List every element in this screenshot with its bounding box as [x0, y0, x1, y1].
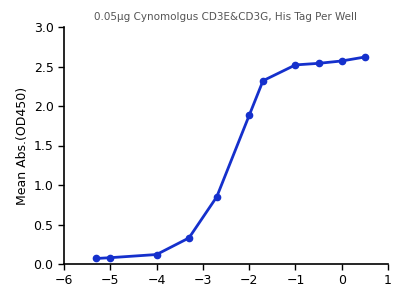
Y-axis label: Mean Abs.(OD450): Mean Abs.(OD450) [16, 86, 30, 205]
Title: 0.05μg Cynomolgus CD3E&CD3G, His Tag Per Well: 0.05μg Cynomolgus CD3E&CD3G, His Tag Per… [94, 12, 358, 22]
